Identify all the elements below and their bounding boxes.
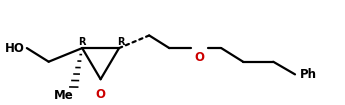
Text: O: O	[195, 51, 205, 64]
Text: Me: Me	[54, 89, 73, 102]
Text: R: R	[78, 37, 85, 47]
Text: O: O	[96, 88, 106, 101]
Text: HO: HO	[4, 42, 24, 55]
Text: R: R	[117, 37, 125, 47]
Text: Ph: Ph	[300, 68, 317, 81]
